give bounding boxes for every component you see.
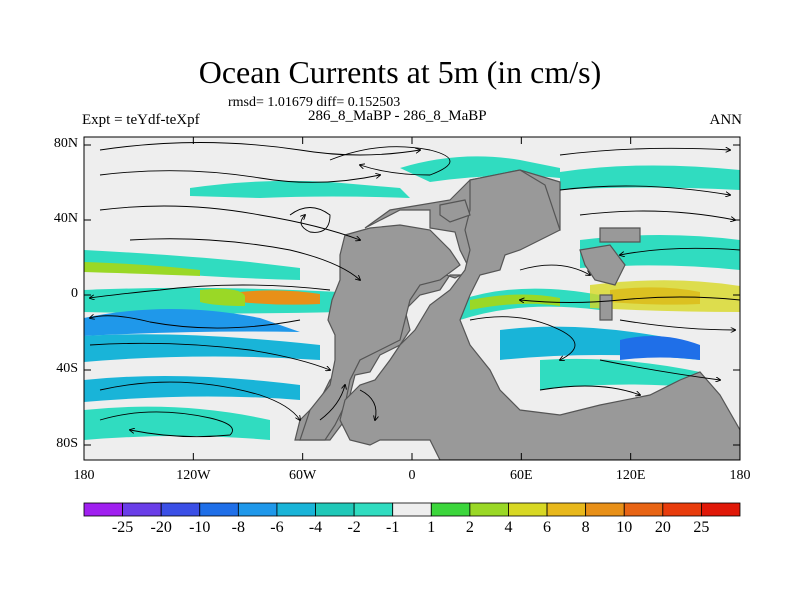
- band-north-pacific-east: [560, 165, 740, 190]
- colorbar-label: -8: [231, 519, 245, 536]
- stats-label: rmsd= 1.01679 diff= 0.152503: [228, 95, 401, 110]
- y-tick-label: 80N: [53, 136, 78, 151]
- streamline: [539, 385, 640, 395]
- streamline: [99, 411, 233, 438]
- band-south-pacific: [84, 334, 320, 362]
- colorbar: [83, 502, 741, 517]
- land-america-main: [299, 224, 461, 441]
- streamline: [559, 148, 730, 156]
- y-tick-label: 0: [71, 286, 78, 301]
- right-label: ANN: [709, 112, 743, 128]
- colorbar-label: -10: [189, 519, 211, 536]
- band-south-pacific-2: [84, 376, 300, 402]
- streamline: [89, 342, 330, 370]
- colorbar-swatch: [508, 502, 548, 517]
- x-tick-label: 0: [408, 468, 416, 483]
- band-equatorial-green: [200, 288, 245, 306]
- colorbar-label: -2: [347, 519, 361, 536]
- colorbar-swatch: [122, 502, 162, 517]
- axis-ticks: [83, 137, 741, 460]
- streamline: [99, 381, 300, 420]
- colorbar-label: -20: [150, 519, 172, 536]
- colorbar-swatch: [315, 502, 355, 517]
- y-tick-label: 40S: [56, 361, 78, 376]
- colorbar-label: 2: [465, 519, 474, 536]
- x-tick-label: 120E: [615, 468, 646, 483]
- streamline: [469, 316, 576, 360]
- colorbar-label: 10: [616, 519, 633, 536]
- colorbar-label: -1: [386, 519, 400, 536]
- streamline: [599, 359, 720, 380]
- streamline: [99, 142, 420, 156]
- colorbar-swatch: [701, 502, 741, 517]
- x-tick-label: 120W: [176, 468, 211, 483]
- streamline: [99, 170, 380, 183]
- streamline: [129, 238, 360, 280]
- colorbar-swatch: [430, 502, 471, 517]
- land-masses: [294, 169, 740, 460]
- current-bands: [84, 156, 740, 440]
- x-tick-label: 180: [729, 468, 751, 483]
- band-south-blue: [620, 336, 700, 360]
- colorbar-swatch: [237, 502, 278, 517]
- streamline: [359, 389, 376, 420]
- colorbar-label: -4: [308, 519, 323, 536]
- map-title: Ocean Currents at 5m (in cm/s): [198, 54, 602, 90]
- colorbar-label: 8: [581, 519, 590, 536]
- x-tick-label: 60E: [510, 468, 533, 483]
- colorbar-swatch: [585, 502, 625, 517]
- land-eurasia-africa: [339, 169, 740, 460]
- land-island-east: [599, 227, 641, 243]
- streamline: [329, 146, 451, 176]
- band-pacific-east-eq: [590, 280, 740, 312]
- band-equatorial-core: [240, 290, 320, 305]
- colorbar-swatch: [623, 502, 664, 517]
- colorbar-swatch: [83, 502, 123, 517]
- center-label: 286_8_MaBP - 286_8_MaBP: [308, 108, 487, 124]
- colorbar-swatch: [276, 502, 316, 517]
- streamline: [319, 385, 345, 421]
- colorbar-swatch: [392, 502, 432, 517]
- streamline: [289, 207, 331, 233]
- streamline: [519, 264, 590, 275]
- y-tick-label: 80S: [56, 436, 78, 451]
- streamline: [579, 210, 735, 220]
- colorbar-swatch: [546, 502, 587, 517]
- colorbar-swatch: [469, 502, 509, 517]
- streamline: [619, 319, 735, 330]
- streamline: [99, 205, 360, 240]
- band-north-pacific: [84, 250, 300, 280]
- streamline: [90, 284, 331, 298]
- band-indian-green: [470, 294, 560, 310]
- streamline: [520, 296, 740, 303]
- land-greenland: [439, 199, 471, 223]
- x-tick-label: 60W: [289, 468, 317, 483]
- colorbar-label: 6: [543, 519, 552, 536]
- x-tick-label: 180: [73, 468, 95, 483]
- colorbar-label: 1: [427, 519, 436, 536]
- colorbar-swatch: [160, 502, 201, 517]
- band-blue-south-pacific: [84, 309, 300, 336]
- land-island-mid: [599, 294, 613, 321]
- colorbar-swatch: [199, 502, 239, 517]
- colorbar-swatch: [353, 502, 394, 517]
- streamlines: [89, 142, 740, 438]
- colorbar-swatch: [662, 502, 702, 517]
- band-north-atlantic: [190, 180, 410, 198]
- colorbar-label: -6: [270, 519, 284, 536]
- band-southern-indian-2: [540, 358, 700, 390]
- colorbar-label: -25: [111, 519, 134, 536]
- colorbar-label: 25: [693, 519, 710, 536]
- streamline: [559, 185, 730, 195]
- y-tick-label: 40N: [53, 211, 78, 226]
- left-label: Expt = teYdf-teXpf: [82, 112, 200, 128]
- colorbar-label: 20: [654, 519, 671, 536]
- land-arabia: [579, 244, 626, 286]
- streamline: [620, 247, 740, 255]
- band-north-pacific-2: [84, 262, 200, 276]
- streamline: [90, 316, 301, 329]
- colorbar-label: 4: [504, 519, 513, 536]
